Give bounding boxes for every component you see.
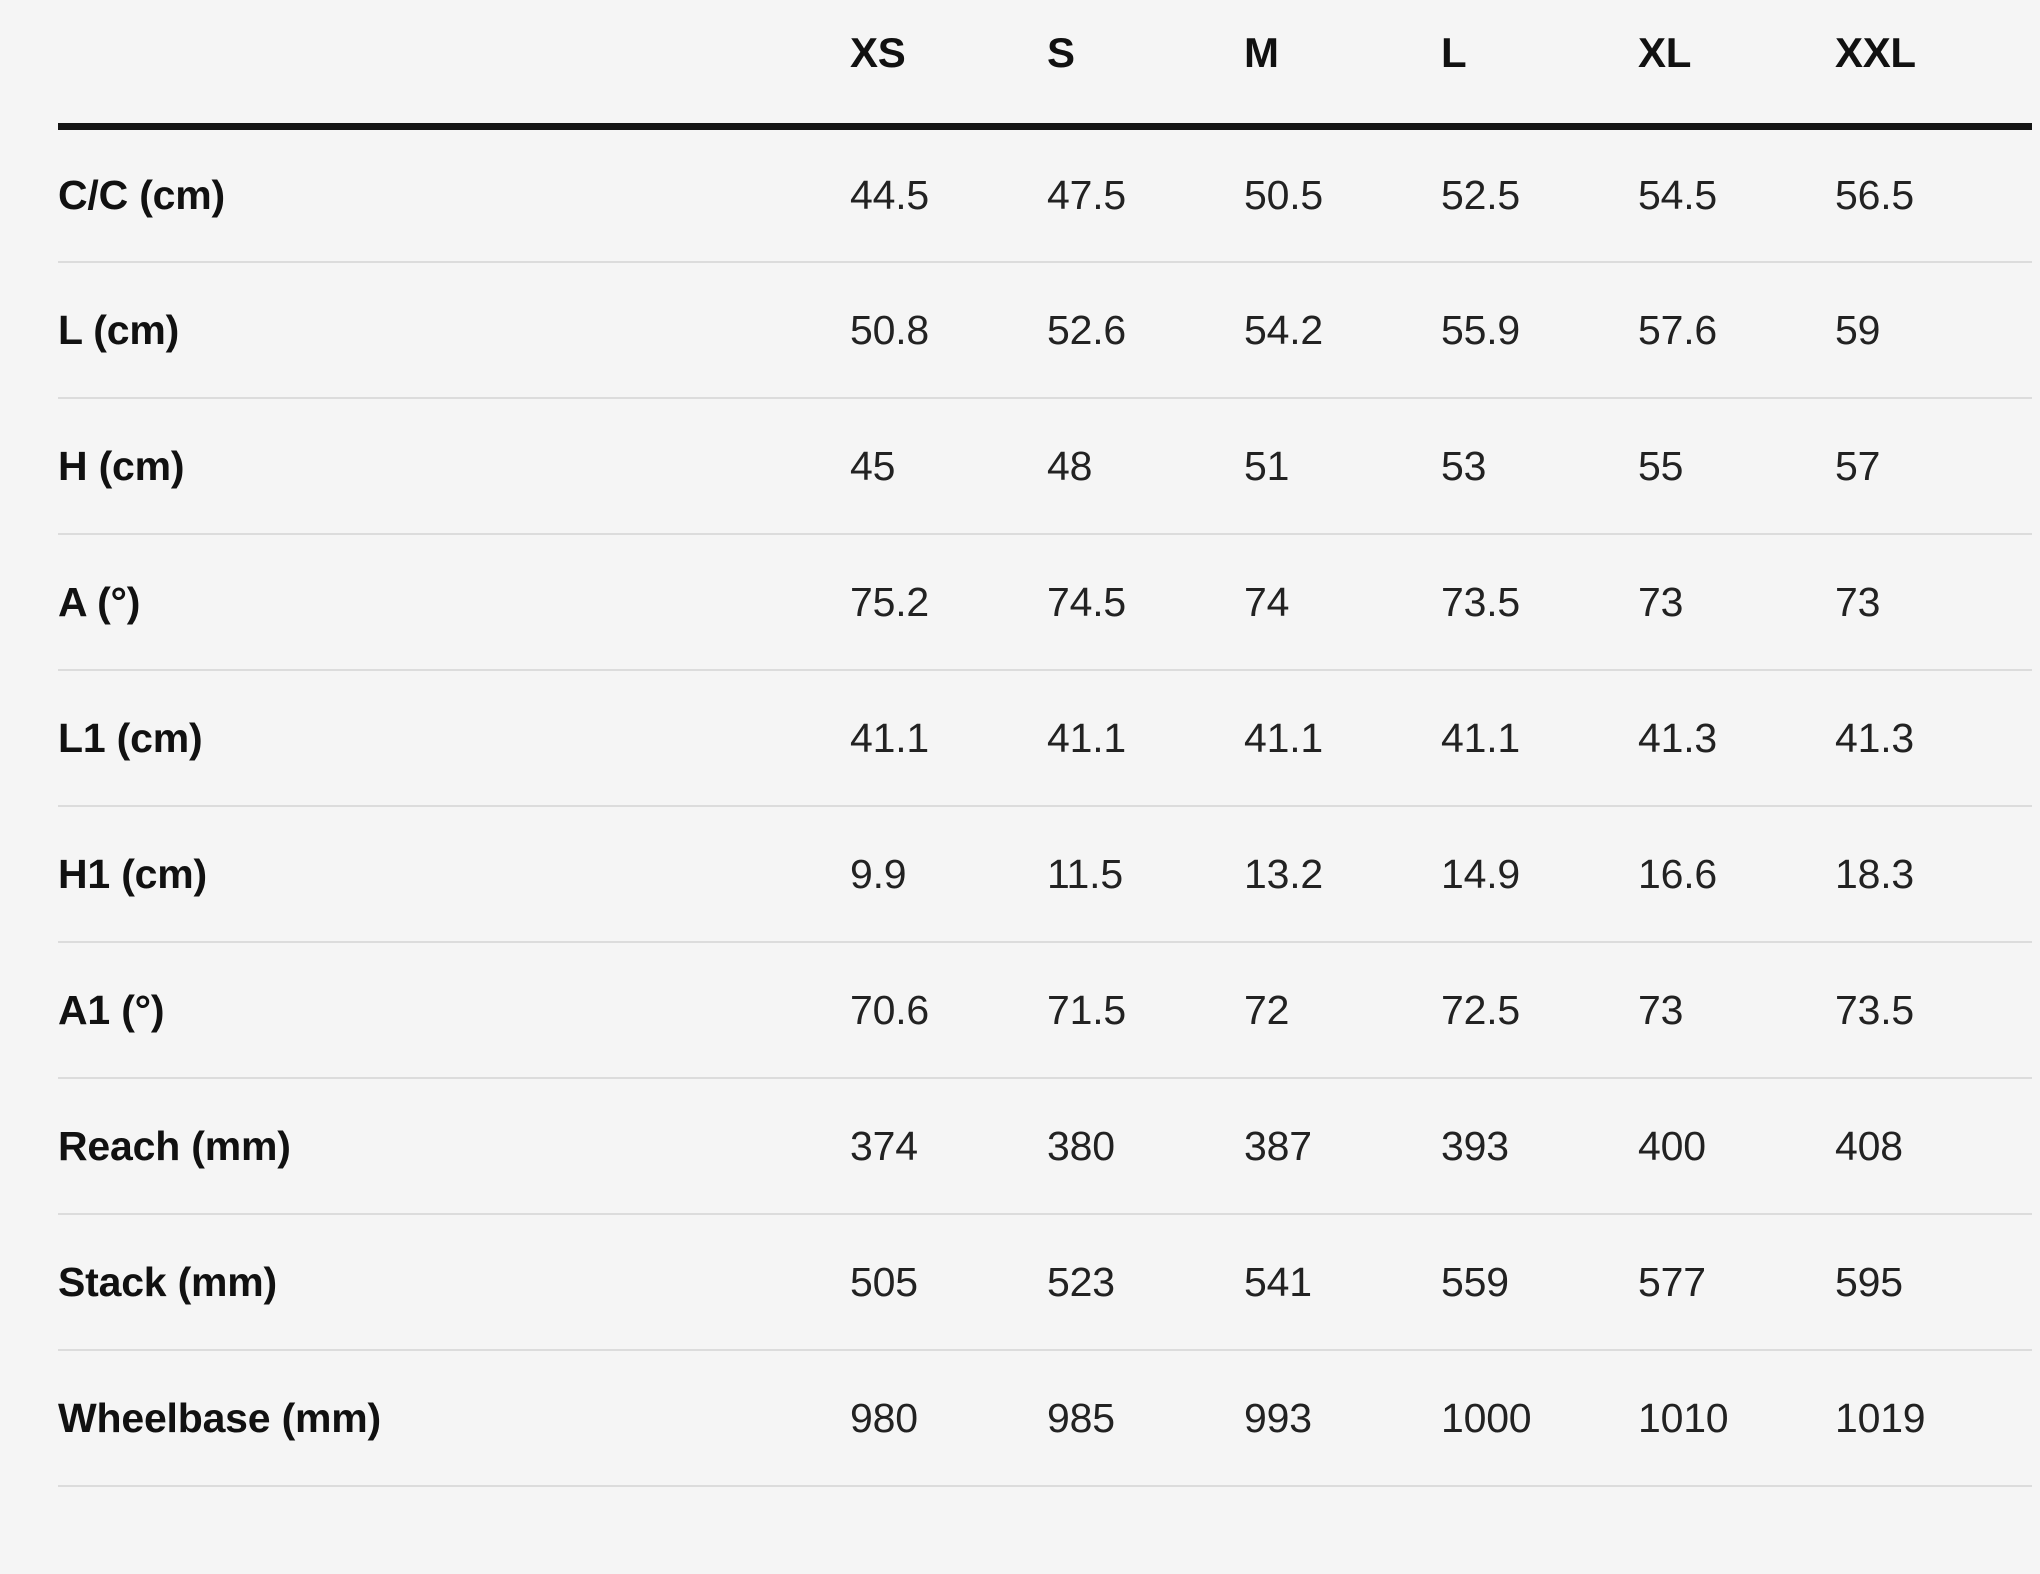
table-row: H1 (cm) 9.9 11.5 13.2 14.9 16.6 18.3 (58, 806, 2032, 942)
cell-value: 45 (850, 442, 896, 489)
table-row: H (cm) 45 48 51 53 55 57 (58, 398, 2032, 534)
table-row: C/C (cm) 44.5 47.5 50.5 52.5 54.5 56.5 (58, 126, 2032, 262)
cell-value: 993 (1244, 1394, 1312, 1441)
cell-value: 16.6 (1638, 850, 1717, 897)
cell-value: 41.3 (1638, 714, 1717, 761)
cell-value: 980 (850, 1394, 918, 1441)
column-header-measurement (58, 0, 850, 126)
column-header-xxl: XXL (1835, 28, 1916, 76)
cell-value: 387 (1244, 1122, 1312, 1169)
header-row: XS S M L XL XXL (58, 0, 2032, 126)
table-row: Reach (mm) 374 380 387 393 400 408 (58, 1078, 2032, 1214)
cell-value: 54.5 (1638, 171, 1717, 218)
cell-value: 408 (1835, 1122, 1903, 1169)
table-row: A1 (°) 70.6 71.5 72 72.5 73 73.5 (58, 942, 2032, 1078)
table-row: L1 (cm) 41.1 41.1 41.1 41.1 41.3 41.3 (58, 670, 2032, 806)
column-header-s: S (1047, 28, 1075, 76)
cell-value: 59 (1835, 306, 1881, 353)
cell-value: 559 (1441, 1258, 1509, 1305)
cell-value: 47.5 (1047, 171, 1126, 218)
cell-value: 74 (1244, 578, 1290, 625)
cell-value: 393 (1441, 1122, 1509, 1169)
cell-value: 41.1 (1047, 714, 1126, 761)
cell-value: 14.9 (1441, 850, 1520, 897)
cell-value: 52.5 (1441, 171, 1520, 218)
row-label: A (°) (58, 578, 141, 625)
cell-value: 1010 (1638, 1394, 1729, 1441)
row-label: L (cm) (58, 306, 180, 353)
column-header-m: M (1244, 28, 1279, 76)
cell-value: 374 (850, 1122, 918, 1169)
cell-value: 74.5 (1047, 578, 1126, 625)
column-header-xl: XL (1638, 28, 1692, 76)
cell-value: 523 (1047, 1258, 1115, 1305)
cell-value: 73 (1835, 578, 1881, 625)
cell-value: 75.2 (850, 578, 929, 625)
row-label: Reach (mm) (58, 1122, 291, 1169)
cell-value: 55.9 (1441, 306, 1520, 353)
row-label: H (cm) (58, 442, 185, 489)
row-label: C/C (cm) (58, 171, 225, 218)
table-row: L (cm) 50.8 52.6 54.2 55.9 57.6 59 (58, 262, 2032, 398)
cell-value: 52.6 (1047, 306, 1126, 353)
cell-value: 57.6 (1638, 306, 1717, 353)
cell-value: 50.8 (850, 306, 929, 353)
cell-value: 73.5 (1441, 578, 1520, 625)
cell-value: 48 (1047, 442, 1093, 489)
cell-value: 72.5 (1441, 986, 1520, 1033)
cell-value: 9.9 (850, 850, 907, 897)
cell-value: 72 (1244, 986, 1290, 1033)
cell-value: 53 (1441, 442, 1487, 489)
cell-value: 595 (1835, 1258, 1903, 1305)
cell-value: 985 (1047, 1394, 1115, 1441)
row-label: H1 (cm) (58, 850, 207, 897)
table-row: Wheelbase (mm) 980 985 993 1000 1010 101… (58, 1350, 2032, 1486)
cell-value: 380 (1047, 1122, 1115, 1169)
cell-value: 577 (1638, 1258, 1706, 1305)
cell-value: 505 (850, 1258, 918, 1305)
cell-value: 1000 (1441, 1394, 1532, 1441)
row-label: Wheelbase (mm) (58, 1394, 381, 1441)
cell-value: 41.1 (1441, 714, 1520, 761)
cell-value: 70.6 (850, 986, 929, 1033)
frame-geometry-table: XS S M L XL XXL C/C (cm) 44.5 47.5 50.5 … (58, 0, 2032, 1487)
cell-value: 44.5 (850, 171, 929, 218)
cell-value: 41.1 (850, 714, 929, 761)
cell-value: 41.1 (1244, 714, 1323, 761)
table-body: C/C (cm) 44.5 47.5 50.5 52.5 54.5 56.5 L… (58, 126, 2032, 1486)
cell-value: 71.5 (1047, 986, 1126, 1033)
table-header: XS S M L XL XXL (58, 0, 2032, 126)
row-label: A1 (°) (58, 986, 165, 1033)
row-label: Stack (mm) (58, 1258, 278, 1305)
cell-value: 56.5 (1835, 171, 1914, 218)
cell-value: 18.3 (1835, 850, 1914, 897)
cell-value: 400 (1638, 1122, 1706, 1169)
cell-value: 13.2 (1244, 850, 1323, 897)
column-header-xs: XS (850, 28, 906, 76)
cell-value: 73 (1638, 986, 1684, 1033)
cell-value: 73 (1638, 578, 1684, 625)
table-row: Stack (mm) 505 523 541 559 577 595 (58, 1214, 2032, 1350)
cell-value: 541 (1244, 1258, 1312, 1305)
cell-value: 54.2 (1244, 306, 1323, 353)
cell-value: 73.5 (1835, 986, 1914, 1033)
cell-value: 1019 (1835, 1394, 1926, 1441)
cell-value: 11.5 (1047, 850, 1123, 897)
column-header-l: L (1441, 28, 1467, 76)
cell-value: 51 (1244, 442, 1290, 489)
cell-value: 57 (1835, 442, 1881, 489)
cell-value: 41.3 (1835, 714, 1914, 761)
table-row: A (°) 75.2 74.5 74 73.5 73 73 (58, 534, 2032, 670)
cell-value: 55 (1638, 442, 1684, 489)
cell-value: 50.5 (1244, 171, 1323, 218)
row-label: L1 (cm) (58, 714, 203, 761)
